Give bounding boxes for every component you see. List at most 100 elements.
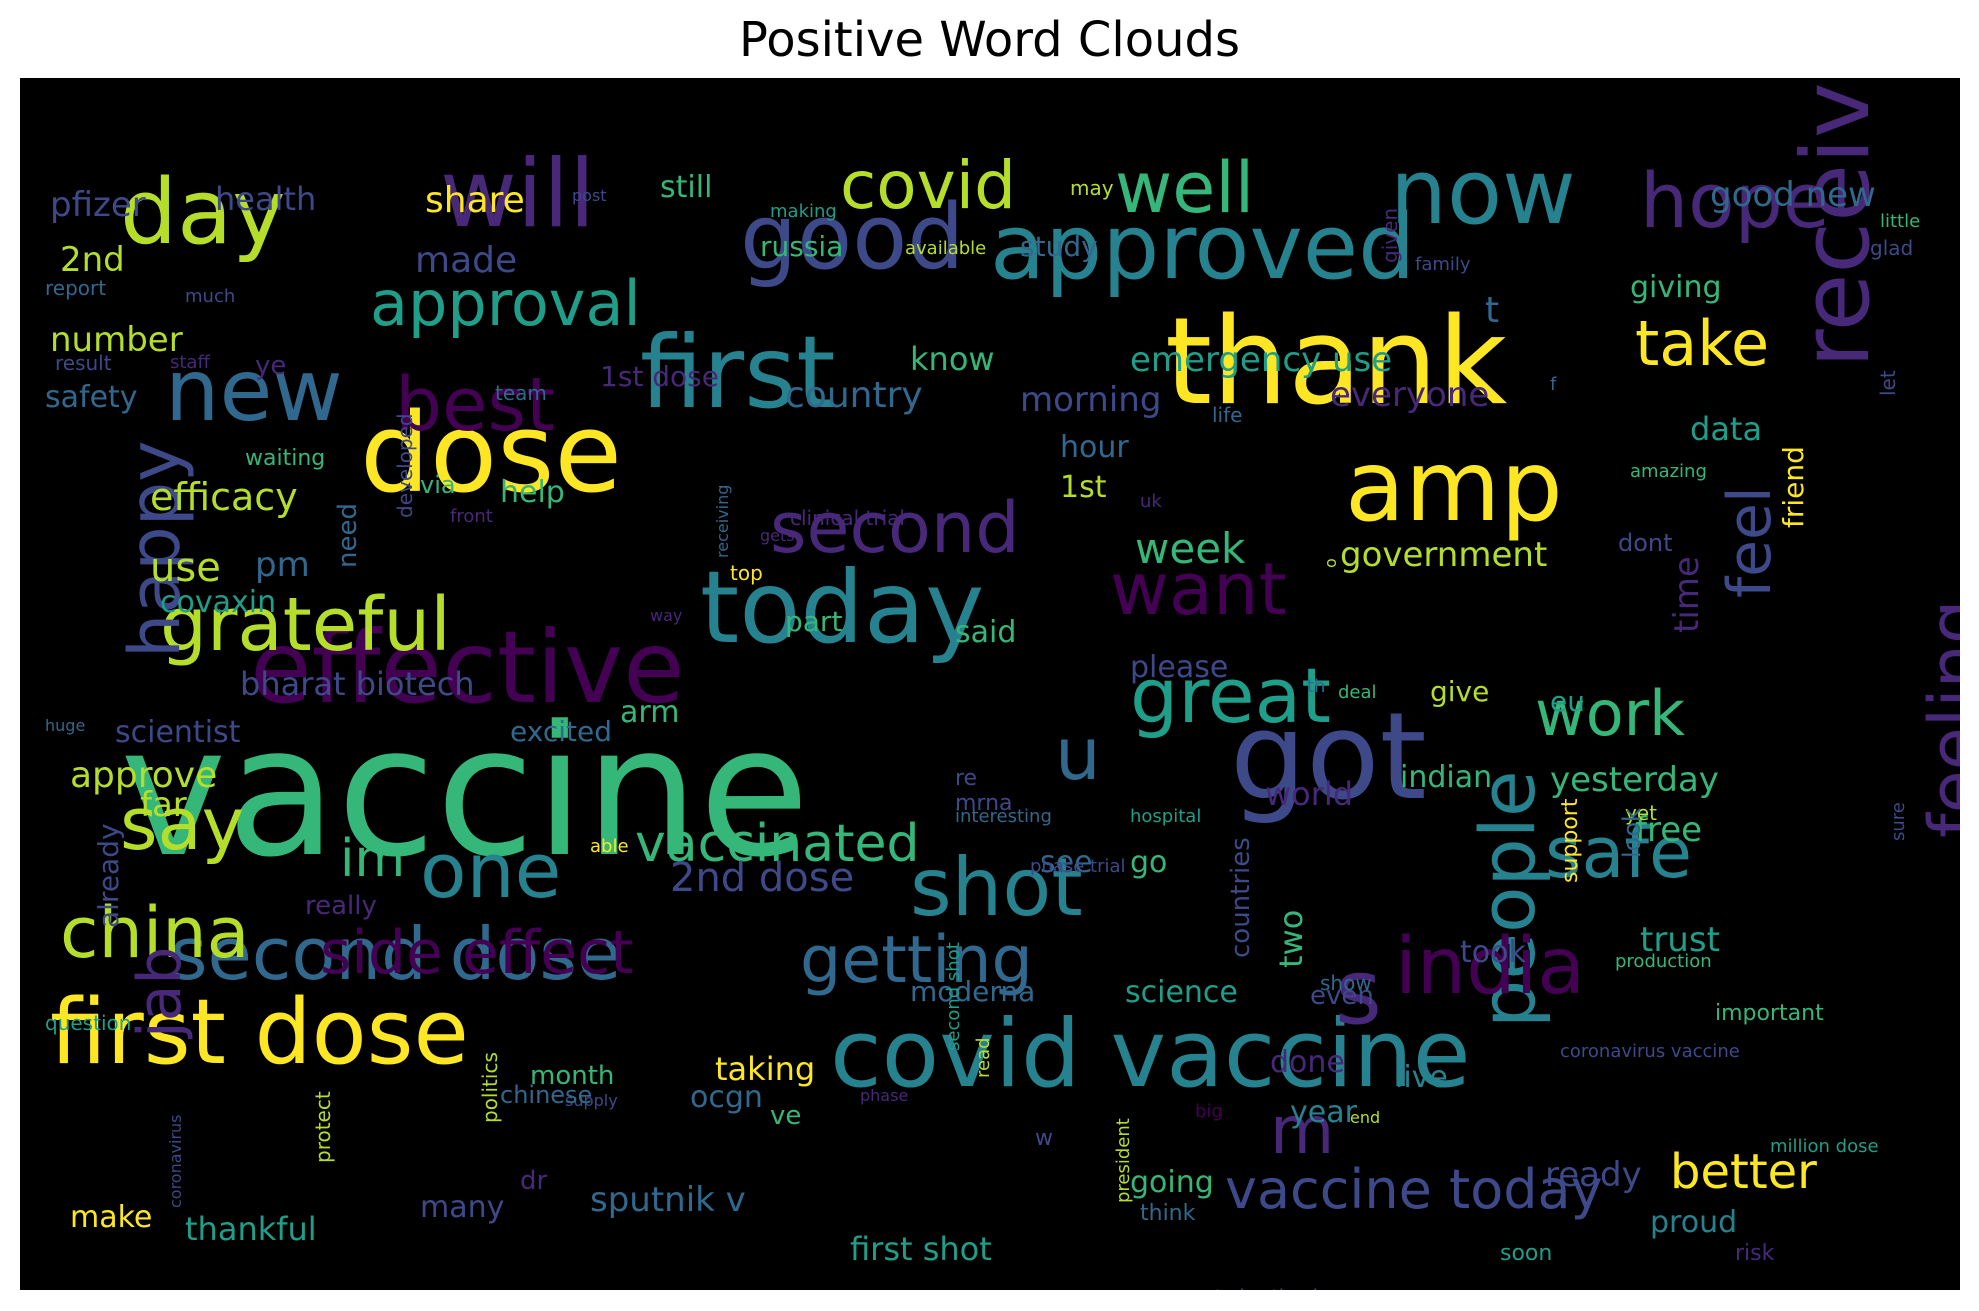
word-everyone: everyone — [1330, 375, 1490, 415]
word-got: got — [1230, 688, 1427, 827]
word-today-thank: today thank — [1215, 1288, 1323, 1291]
word-make: make — [70, 1200, 153, 1235]
word-month: month — [530, 1061, 615, 1091]
word-say: say — [120, 782, 245, 866]
word-2nd: 2nd — [60, 240, 125, 280]
word-re: re — [955, 766, 978, 791]
word-ve: ve — [770, 1101, 802, 1131]
word-best: best — [395, 362, 556, 448]
word-emergency-use: emergency use — [1130, 340, 1393, 380]
word-ready: ready — [1545, 1155, 1642, 1195]
word-health: health — [215, 180, 317, 218]
word-share: share — [425, 180, 525, 221]
word-live: live — [1395, 1060, 1448, 1095]
word-vaccine: vaccine — [120, 688, 810, 897]
word-1st-dose: 1st dose — [600, 360, 719, 393]
word-giving: giving — [1630, 270, 1722, 305]
word-side-effect: side effect — [320, 918, 634, 988]
word-able: able — [590, 836, 629, 857]
word-second: second — [770, 487, 1020, 569]
word-russia: russia — [760, 230, 844, 263]
word-arm: arm — [620, 695, 680, 730]
word-important: important — [1715, 1001, 1824, 1026]
word-number: number — [50, 320, 183, 360]
word-will: will — [440, 140, 596, 249]
word-u: u — [1055, 712, 1101, 796]
word-grateful: grateful — [160, 582, 451, 668]
word-think: think — [1140, 1201, 1196, 1226]
word-developed: developed — [393, 413, 417, 518]
word-eu: eu — [1550, 685, 1585, 718]
word-need: need — [333, 503, 363, 568]
word-covaxin: covaxin — [160, 585, 277, 620]
word-far: far — [140, 785, 187, 825]
word-well: well — [1115, 147, 1255, 229]
word-free: free — [1635, 810, 1703, 850]
word-one: one — [420, 826, 562, 915]
word-phase: phase — [860, 1086, 909, 1105]
word-amazing: amazing — [1630, 461, 1707, 482]
word-taking: taking — [715, 1050, 816, 1088]
word-glad: glad — [1870, 236, 1914, 260]
word-jab: jab — [125, 946, 195, 1038]
word-m: m — [1270, 1092, 1335, 1169]
word-2nd-dose: 2nd dose — [670, 855, 855, 901]
word-excited: excited — [510, 715, 612, 748]
word-know: know — [910, 340, 995, 378]
word-pfizer: pfizer — [50, 185, 146, 225]
word-show: show — [1320, 971, 1372, 995]
word-even: even — [1310, 981, 1374, 1011]
word-many: many — [420, 1190, 505, 1225]
word-still: still — [660, 170, 713, 205]
word-two: two — [1272, 909, 1310, 968]
word-first: first — [640, 314, 836, 431]
word-deal: deal — [1338, 682, 1377, 703]
word-indian: indian — [1400, 760, 1493, 795]
word-interesting: interesting — [955, 806, 1052, 827]
word-help: help — [500, 475, 565, 510]
word-world: world — [1265, 775, 1354, 813]
word-use: use — [150, 545, 221, 591]
word-president: president — [1113, 1118, 1134, 1203]
word-approved: approved — [990, 195, 1416, 300]
word-support: support — [1558, 798, 1583, 883]
word-supply: supply — [565, 1091, 618, 1110]
word-post: post — [572, 186, 607, 205]
word-coronavirus-vaccine: coronavirus vaccine — [1560, 1041, 1740, 1062]
word-china: china — [60, 892, 250, 974]
word-first-dose: first dose — [50, 980, 469, 1085]
word-bharat-biotech: bharat biotech — [240, 665, 475, 703]
word-sputnik-v: sputnik v — [590, 1180, 746, 1220]
word-question: question — [45, 1011, 132, 1035]
word-mrna: mrna — [955, 791, 1013, 816]
word-really: really — [305, 891, 377, 921]
word-good: good — [740, 185, 965, 290]
word-may: may — [1070, 176, 1114, 200]
word-second-shot: second shot — [943, 942, 964, 1051]
word-safety: safety — [45, 380, 138, 415]
word-via: via — [420, 471, 456, 499]
word-dont: dont — [1618, 529, 1673, 557]
word-safe: safe — [1545, 812, 1693, 894]
word-now: now — [1390, 140, 1576, 245]
word-work: work — [1535, 677, 1686, 750]
word-proud: proud — [1650, 1205, 1738, 1240]
word-government: government — [1340, 535, 1548, 575]
word-vaccinated: vaccinated — [635, 814, 920, 874]
word-s: s — [1335, 940, 1382, 1045]
word-took: took — [1460, 935, 1526, 970]
word-take: take — [1635, 307, 1770, 380]
word-available: available — [905, 238, 987, 259]
word-look: look — [1618, 808, 1646, 858]
word-receiving: receiving — [713, 484, 732, 558]
word-data: data — [1690, 410, 1763, 448]
word-covid-vaccine: covid vaccine — [830, 1000, 1471, 1109]
word-dose: dose — [360, 389, 623, 517]
word-give: give — [1430, 675, 1490, 708]
word-part: part — [785, 605, 843, 638]
word-sure: sure — [1888, 802, 1909, 841]
word-country: country — [785, 375, 923, 416]
word-getting: getting — [800, 923, 1033, 998]
word-front: front — [450, 506, 493, 527]
word-study: study — [1020, 230, 1098, 263]
